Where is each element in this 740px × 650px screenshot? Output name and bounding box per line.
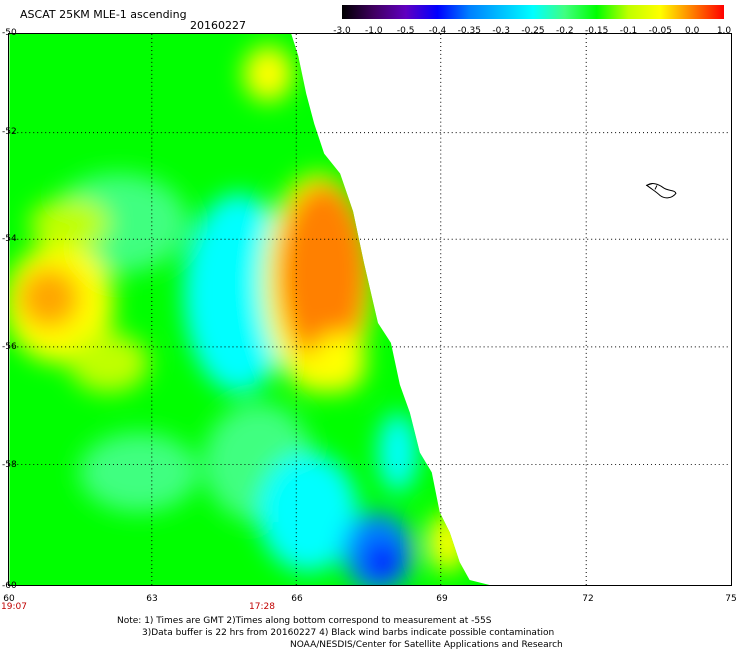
lon-label: 69 [436,594,448,604]
scale-label: -0.3 [492,26,510,36]
scale-label: -0.35 [457,26,481,36]
scale-label: -1.0 [365,26,383,36]
scale-label: -0.25 [521,26,545,36]
scale-label: 0.0 [684,26,700,36]
scale-label: -0.2 [556,26,574,36]
note-line-2: 3)Data buffer is 22 hrs from 20160227 4)… [142,628,555,638]
lat-label: -58 [2,460,17,470]
lon-label: 60 [3,594,15,604]
lat-label: -60 [2,581,17,591]
scale-label: -0.4 [428,26,447,36]
wind-map-plot [8,33,732,586]
graticule [9,34,731,585]
scale-label: -0.1 [619,26,638,36]
lon-label: 66 [291,594,303,604]
lat-label: -56 [2,342,17,352]
scale-label: -0.15 [585,26,609,36]
note-line-1: Note: 1) Times are GMT 2)Times along bot… [117,616,492,626]
lon-label: 63 [146,594,158,604]
color-scale-bar [342,5,724,19]
time-label: 17:28 [249,602,275,612]
lat-label: -54 [2,234,17,244]
scale-label: 1.0 [716,26,732,36]
lat-label: -52 [2,127,17,137]
scale-label: -3.0 [333,26,351,36]
image-date: 20160227 [190,19,246,32]
lat-label: -50 [2,28,17,38]
island-outline [645,182,677,199]
scale-label: -0.5 [396,26,415,36]
time-label: 19:07 [1,602,27,612]
scale-label: -0.05 [648,26,672,36]
lon-label: 72 [582,594,594,604]
lon-label: 75 [725,594,737,604]
data-swath [9,34,490,585]
note-line-3: NOAA/NESDIS/Center for Satellite Applica… [290,640,563,650]
image-title: ASCAT 25KM MLE-1 ascending [20,8,187,21]
